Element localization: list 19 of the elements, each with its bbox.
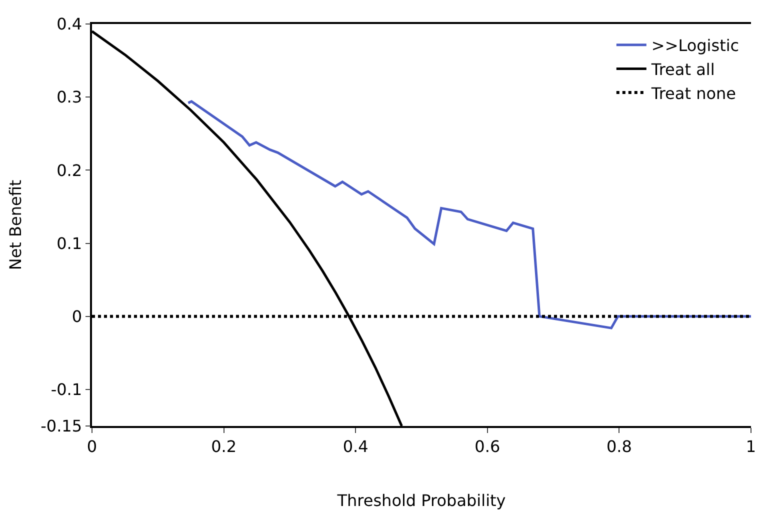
legend-label: >>Logistic [651,36,740,56]
x-axis-title: Threshold Probability [336,491,506,510]
y-tick-label: 0.4 [56,14,82,34]
y-tick-label: 0 [72,306,82,326]
y-tick-label: -0.1 [50,380,82,400]
y-axis-title: Net Benefit [6,180,26,270]
x-tick-label: 0.2 [211,436,237,456]
line-series [186,100,751,330]
x-tick-label: 0 [86,436,98,456]
x-tick-label: 0.6 [474,436,500,456]
legend-label: Treat none [650,84,736,103]
y-tick-label: 0.3 [56,88,82,107]
legend-label: Treat all [650,60,715,79]
x-tick-label: 0.4 [342,436,368,456]
y-tick-label: -0.15 [40,416,82,436]
x-tick-label: 0.8 [606,436,632,456]
x-tick-label: 1 [746,436,756,456]
y-tick-label: 0.2 [56,160,82,180]
y-tick-label: 0.1 [56,234,82,253]
